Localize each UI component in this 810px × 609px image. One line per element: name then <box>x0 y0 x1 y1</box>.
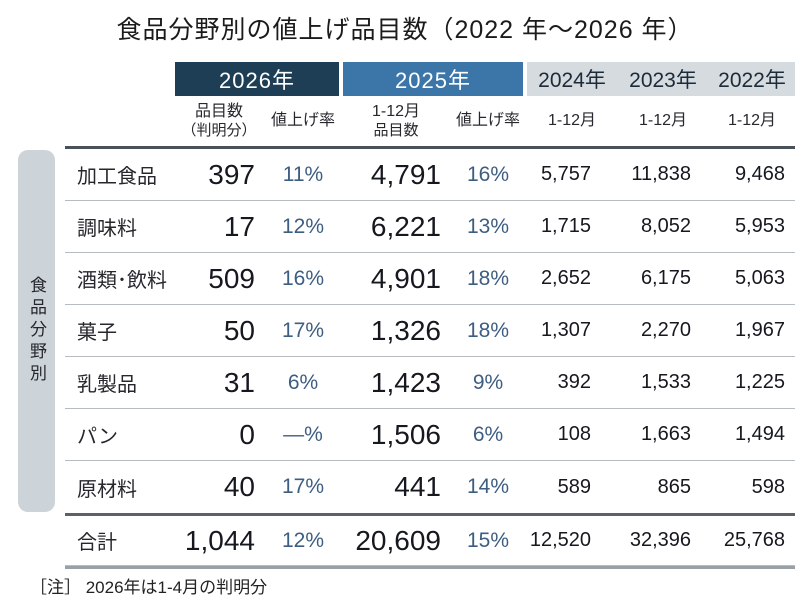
subheader-spacer <box>65 96 175 146</box>
cell-2023-items: 2,270 <box>640 319 691 341</box>
cell-2025-rate: 14% <box>466 475 510 498</box>
cell-2026-items: 397 <box>208 158 255 190</box>
cell-2025-items: 1,506 <box>370 418 441 450</box>
category-axis-label: 食品分野別 <box>27 276 46 386</box>
cell-2025-rate: 9% <box>472 370 504 394</box>
cell-2023-items: 865 <box>657 475 691 498</box>
cell-2022-items: 5,953 <box>734 215 785 237</box>
row-category-label: 加工食品 <box>77 166 157 188</box>
cell-2026-rate: 16% <box>281 266 325 290</box>
year-header-2024: 2024年 <box>538 69 606 92</box>
cell-2024-items: 1,307 <box>540 319 591 341</box>
cell-2026-rate: 6% <box>287 370 319 394</box>
year-header-2026: 2026年 <box>175 62 339 96</box>
cell-2023-items: 1,663 <box>640 423 691 445</box>
total-2024-items: 12,520 <box>529 529 591 551</box>
row-category-label: パン <box>77 426 118 448</box>
category-axis-band: 食品分野別 <box>18 150 55 512</box>
row-category-label: 原材料 <box>77 478 137 501</box>
cell-2025-rate: 16% <box>466 162 510 186</box>
cell-2022-items: 9,468 <box>734 163 785 185</box>
price-hike-table: 2026年 2025年 2024年 2023年 2022年 品目数 （判明分） … <box>65 62 795 569</box>
cell-2026-items: 31 <box>223 366 255 398</box>
cell-2023-items: 8,052 <box>640 215 691 237</box>
table-row: 菓子 50 17% 1,326 18% 1,307 2,270 1,967 <box>65 305 795 357</box>
total-2026-items: 1,044 <box>184 524 255 556</box>
cell-2026-items: 509 <box>208 262 255 294</box>
cell-2025-items: 4,901 <box>370 262 441 294</box>
cell-2023-items: 11,838 <box>631 163 691 185</box>
subheader-2025-rate: 値上げ率 <box>455 111 520 129</box>
year-header-row: 2026年 2025年 2024年 2023年 2022年 <box>65 62 795 96</box>
table-row: 原材料 40 17% 441 14% 589 865 598 <box>65 461 795 513</box>
row-category-label: 乳製品 <box>77 374 137 396</box>
cell-2025-rate: 6% <box>472 422 504 446</box>
cell-2023-items: 6,175 <box>640 267 691 289</box>
total-2023-items: 32,396 <box>629 529 691 551</box>
table-row: 調味料 17 12% 6,221 13% 1,715 8,052 5,953 <box>65 201 795 253</box>
year-header-past: 2024年 2023年 2022年 <box>527 62 795 96</box>
total-row: 合計 1,044 12% 20,609 15% 12,520 32,396 25… <box>65 516 795 566</box>
header-divider-line <box>65 146 795 149</box>
cell-2026-rate: 11% <box>282 162 324 186</box>
cell-2022-items: 1,494 <box>734 423 785 445</box>
row-category-label: 菓子 <box>77 322 117 344</box>
cell-2022-items: 598 <box>751 475 785 498</box>
total-2026-rate: 12% <box>281 528 325 552</box>
cell-2026-rate: —% <box>283 422 323 446</box>
cell-2025-rate: 18% <box>466 318 510 342</box>
row-category-label: 調味料 <box>77 218 137 240</box>
cell-2024-items: 108 <box>557 423 591 445</box>
cell-2025-rate: 18% <box>466 266 510 290</box>
cell-2024-items: 1,715 <box>540 215 591 237</box>
cell-2025-items: 441 <box>394 471 441 502</box>
cell-2026-items: 50 <box>223 314 255 346</box>
total-2025-rate: 15% <box>466 528 510 552</box>
cell-2022-items: 1,967 <box>734 319 785 341</box>
subheader-2024-months: 1-12月 <box>547 111 597 129</box>
footnote: ［注］ 2026年は1-4月の判明分 <box>30 578 268 597</box>
table-row: パン 0 —% 1,506 6% 108 1,663 1,494 <box>65 409 795 461</box>
total-2022-items: 25,768 <box>723 529 785 551</box>
total-label: 合計 <box>77 532 117 554</box>
cell-2024-items: 589 <box>557 475 591 498</box>
cell-2025-items: 6,221 <box>370 210 441 242</box>
cell-2025-rate: 13% <box>466 214 510 238</box>
year-header-2023: 2023年 <box>629 69 697 92</box>
cell-2022-items: 5,063 <box>734 267 785 289</box>
row-category-label: 酒類･飲料 <box>77 270 167 292</box>
table-body: 加工食品 397 11% 4,791 16% 5,757 11,838 9,46… <box>65 149 795 513</box>
cell-2024-items: 2,652 <box>540 267 591 289</box>
subheader-2026-items: 品目数 （判明分） <box>181 102 257 139</box>
bottom-border-line <box>65 566 795 569</box>
subheader-row: 品目数 （判明分） 値上げ率 1-12月 品目数 値上げ率 1-12月 1-12… <box>65 96 795 146</box>
cell-2023-items: 1,533 <box>640 371 691 393</box>
cell-2026-items: 17 <box>223 210 255 242</box>
cell-2026-rate: 17% <box>281 475 325 498</box>
year-header-2022: 2022年 <box>718 69 786 92</box>
year-header-2025: 2025年 <box>343 62 523 96</box>
table-row: 乳製品 31 6% 1,423 9% 392 1,533 1,225 <box>65 357 795 409</box>
cell-2025-items: 4,791 <box>370 158 441 190</box>
cell-2024-items: 5,757 <box>540 163 591 185</box>
cell-2026-items: 0 <box>239 418 255 450</box>
cell-2025-items: 1,423 <box>370 366 441 398</box>
table-row: 酒類･飲料 509 16% 4,901 18% 2,652 6,175 5,06… <box>65 253 795 305</box>
page-title: 食品分野別の値上げ品目数（2022 年～2026 年） <box>116 16 694 44</box>
subheader-2022-months: 1-12月 <box>727 111 777 129</box>
subheader-2025-items: 1-12月 品目数 <box>371 102 421 139</box>
total-2025-items: 20,609 <box>355 524 441 556</box>
cell-2022-items: 1,225 <box>734 371 785 393</box>
year-header-spacer <box>65 62 175 96</box>
subheader-2023-months: 1-12月 <box>638 111 688 129</box>
cell-2026-rate: 17% <box>281 318 325 342</box>
subheader-2026-rate: 値上げ率 <box>270 111 335 129</box>
cell-2026-rate: 12% <box>281 214 325 238</box>
cell-2025-items: 1,326 <box>370 314 441 346</box>
cell-2026-items: 40 <box>223 471 255 502</box>
table-row: 加工食品 397 11% 4,791 16% 5,757 11,838 9,46… <box>65 149 795 201</box>
cell-2024-items: 392 <box>557 371 591 393</box>
total-divider-line <box>65 513 795 516</box>
